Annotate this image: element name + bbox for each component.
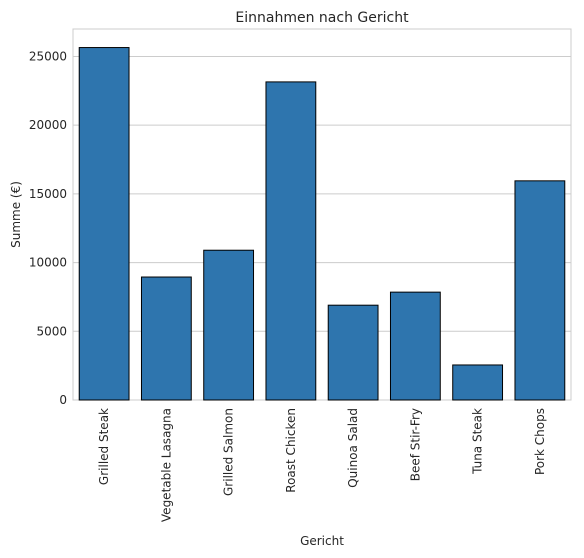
y-tick-label: 10000 bbox=[29, 256, 67, 270]
bar-roast-chicken bbox=[265, 81, 317, 401]
x-axis-label: Gericht bbox=[300, 534, 344, 548]
x-tick-label: Grilled Steak bbox=[97, 408, 111, 485]
x-tick-label: Vegetable Lasagna bbox=[159, 408, 173, 522]
y-tick-label: 0 bbox=[59, 393, 67, 407]
y-tick-label: 5000 bbox=[36, 324, 67, 338]
x-tick-label: Roast Chicken bbox=[284, 408, 298, 493]
y-tick-labels: 0 5000 10000 15000 20000 25000 bbox=[29, 49, 67, 407]
bar-tuna-steak bbox=[452, 364, 504, 401]
y-tick-label: 15000 bbox=[29, 187, 67, 201]
y-tick-label: 20000 bbox=[29, 118, 67, 132]
bar-pork-chops bbox=[514, 180, 566, 401]
x-tick-label: Pork Chops bbox=[533, 408, 547, 475]
bar-vegetable-lasagna bbox=[140, 276, 192, 401]
bar-grilled-salmon bbox=[203, 249, 255, 401]
chart-title: Einnahmen nach Gericht bbox=[235, 10, 409, 26]
bar-grilled-steak bbox=[78, 47, 130, 401]
x-tick-label: Beef Stir-Fry bbox=[408, 408, 422, 481]
bars bbox=[78, 47, 566, 401]
x-tick-label: Quinoa Salad bbox=[346, 408, 360, 488]
x-tick-labels: Grilled Steak Vegetable Lasagna Grilled Sa… bbox=[97, 408, 547, 522]
x-tick-label: Grilled Salmon bbox=[222, 408, 236, 496]
y-tick-label: 25000 bbox=[29, 49, 67, 63]
x-tick-label: Tuna Steak bbox=[471, 408, 485, 475]
bar-beef-stir-fry bbox=[389, 291, 441, 401]
y-axis-label: Summe (€) bbox=[9, 181, 23, 248]
bar-quinoa-salad bbox=[327, 304, 379, 401]
plot-frame bbox=[72, 28, 572, 401]
